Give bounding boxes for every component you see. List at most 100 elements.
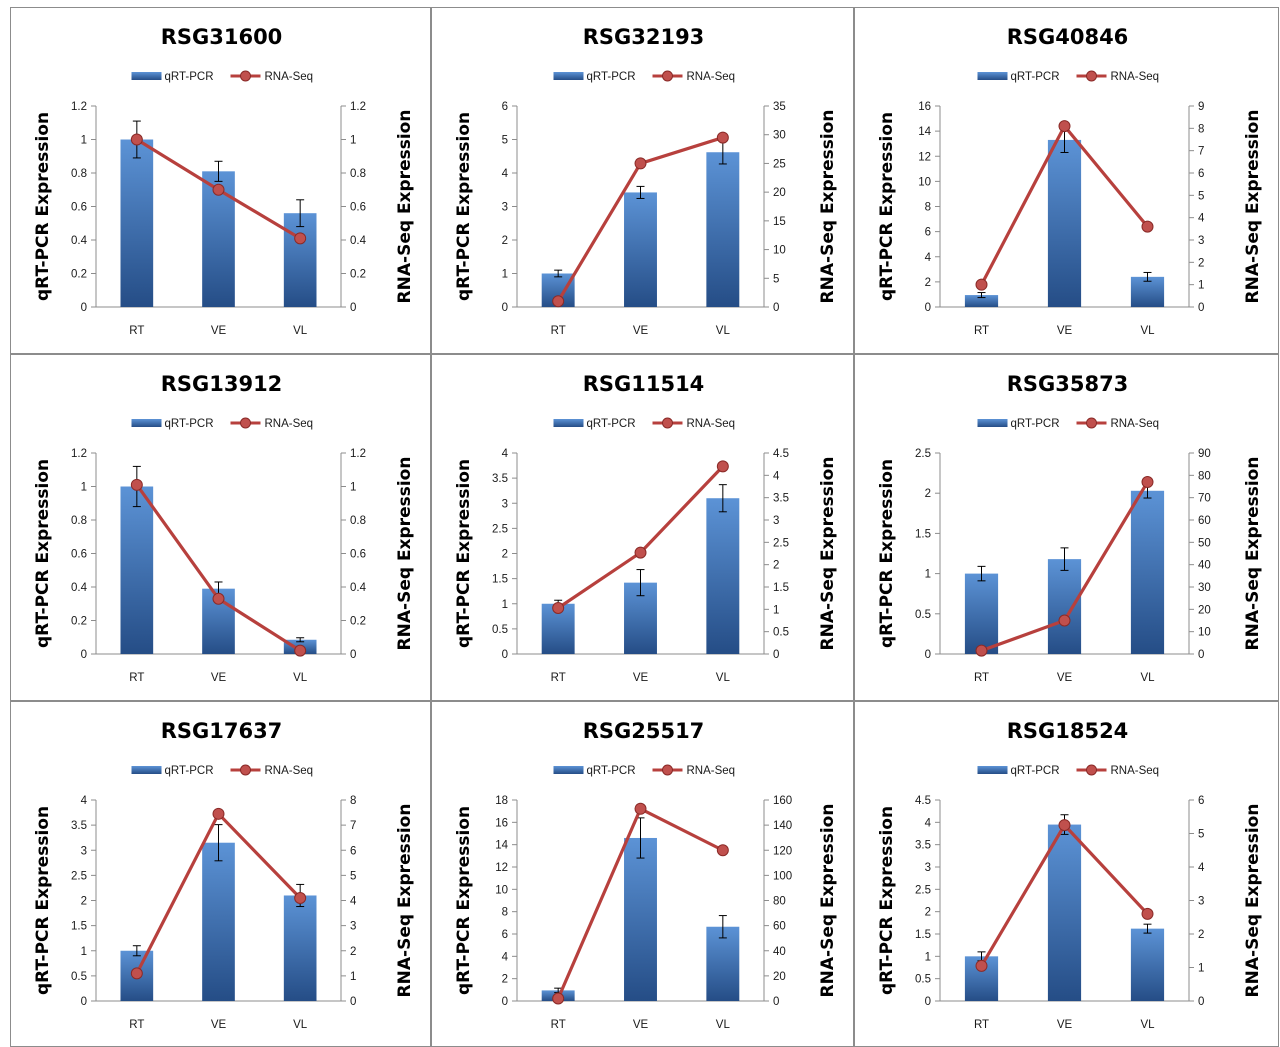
y2-axis-title: RNA-Seq Expression	[818, 804, 838, 998]
chart-title: RSG17637	[161, 719, 283, 743]
y-axis-title: qRT-PCR Expression	[33, 806, 53, 995]
legend-label-qrt-pcr: qRT-PCR	[1011, 418, 1060, 430]
right-tick-label: 6	[1198, 795, 1204, 807]
chart-svg: RSG31600 qRT-PCR RNA-Seq 0 0.2 0.4 0.6 0.8 1 1.2 0…	[33, 25, 415, 337]
right-tick-label: 8	[350, 795, 356, 807]
y-axis-title: qRT-PCR Expression	[454, 112, 474, 301]
left-tick-label: 1	[81, 946, 87, 958]
left-tick-label: 2	[502, 974, 508, 986]
right-tick-label: 3	[1198, 896, 1204, 908]
left-tick-label: 0.2	[71, 616, 87, 628]
left-tick-label: 2	[502, 235, 508, 247]
point-rna-seq	[975, 278, 988, 291]
left-tick-label: 12	[495, 862, 508, 874]
right-tick-label: 4	[1198, 862, 1205, 874]
left-tick-label: 1.5	[492, 574, 508, 586]
error-bar	[296, 199, 305, 228]
category-label: VE	[633, 325, 649, 337]
left-tick-label: 4	[81, 795, 88, 807]
left-tick-label: 3	[925, 862, 931, 874]
left-tick-label: 6	[502, 101, 508, 113]
right-tick-label: 0	[350, 649, 356, 661]
error-bar	[1143, 923, 1152, 934]
right-tick-label: 20	[1198, 604, 1211, 616]
right-tick-label: 2	[350, 946, 356, 958]
right-tick-label: 0.4	[350, 235, 367, 247]
category-label: RT	[974, 325, 989, 337]
left-tick-label: 3	[502, 498, 508, 510]
right-tick-label: 3.5	[773, 493, 789, 505]
y-axis-title: qRT-PCR Expression	[454, 459, 474, 648]
right-tick-label: 90	[1198, 448, 1211, 460]
right-tick-label: 1.2	[350, 101, 366, 113]
right-tick-label: 20	[773, 971, 786, 983]
left-tick-label: 1	[81, 482, 87, 494]
chart-svg: RSG35873 qRT-PCR RNA-Seq 0 0.5 1 1.5 2 2.5 0 10 20 3…	[877, 372, 1263, 684]
chart-title: RSG13912	[161, 372, 283, 396]
error-bar	[1143, 271, 1152, 282]
point-rna-seq	[1141, 907, 1154, 920]
category-label: VL	[1140, 1019, 1155, 1031]
right-tick-label: 30	[773, 130, 786, 142]
left-tick-label: 0	[925, 302, 931, 314]
category-label: VE	[1057, 325, 1073, 337]
left-tick-label: 3.5	[492, 473, 508, 485]
point-rna-seq	[716, 844, 729, 857]
chart-svg: RSG11514 qRT-PCR RNA-Seq 0 0.5 1 1.5 2 2.5 3 3.5 4 0…	[454, 372, 838, 684]
right-tick-label: 5	[773, 273, 779, 285]
right-tick-label: 0	[1198, 996, 1204, 1008]
legend-label-rna-seq: RNA-Seq	[265, 765, 314, 777]
left-tick-label: 3	[502, 202, 508, 214]
legend-marker-rna-seq	[240, 417, 251, 429]
right-tick-label: 4	[350, 896, 357, 908]
point-rna-seq	[975, 644, 988, 657]
right-tick-label: 1	[350, 135, 356, 147]
y2-axis-title: RNA-Seq Expression	[1243, 804, 1263, 998]
right-tick-label: 0.5	[773, 627, 789, 639]
right-tick-label: 60	[1198, 515, 1211, 527]
legend-label-rna-seq: RNA-Seq	[1111, 71, 1160, 83]
left-tick-label: 2.5	[915, 448, 931, 460]
category-label: VL	[716, 672, 731, 684]
right-tick-label: 0	[1198, 302, 1204, 314]
bar-qrt-pcr	[1130, 490, 1165, 654]
right-tick-label: 15	[773, 216, 786, 228]
legend: qRT-PCR RNA-Seq	[977, 417, 1159, 430]
error-bar	[977, 292, 986, 299]
legend: qRT-PCR RNA-Seq	[131, 70, 313, 83]
right-tick-label: 0	[350, 996, 356, 1008]
right-tick-label: 160	[773, 795, 792, 807]
point-rna-seq	[130, 133, 143, 146]
legend-label-rna-seq: RNA-Seq	[687, 418, 736, 430]
legend-marker-rna-seq	[662, 764, 673, 776]
chart-panel-rsg35873: RSG35873 qRT-PCR RNA-Seq 0 0.5 1 1.5 2 2.5 0 10 20 3…	[854, 354, 1279, 701]
right-tick-label: 0.8	[350, 168, 366, 180]
left-tick-label: 1.5	[915, 528, 931, 540]
point-rna-seq	[634, 546, 647, 559]
right-tick-label: 3	[773, 515, 779, 527]
right-tick-label: 0	[1198, 649, 1204, 661]
right-tick-label: 0	[773, 996, 779, 1008]
chart-panel-rsg25517: RSG25517 qRT-PCR RNA-Seq 0 2 4 6 8 10 12 14 16 18 0 20…	[431, 701, 854, 1047]
legend-marker-rna-seq	[1086, 70, 1097, 82]
right-tick-label: 0	[773, 649, 779, 661]
left-tick-label: 8	[502, 907, 508, 919]
category-label: VE	[211, 672, 227, 684]
left-tick-label: 2.5	[915, 884, 931, 896]
legend-label-qrt-pcr: qRT-PCR	[587, 418, 636, 430]
category-label: VL	[293, 672, 308, 684]
bar-qrt-pcr	[706, 152, 740, 307]
right-tick-label: 1.5	[773, 582, 789, 594]
left-tick-label: 0.6	[71, 549, 87, 561]
left-tick-label: 1	[502, 269, 508, 281]
left-tick-label: 10	[918, 176, 931, 188]
chart-svg: RSG17637 qRT-PCR RNA-Seq 0 0.5 1 1.5 2 2.5 3 3.5 4 0…	[33, 719, 415, 1031]
right-tick-label: 35	[773, 101, 786, 113]
bar-qrt-pcr	[1047, 824, 1082, 1001]
right-tick-label: 120	[773, 845, 792, 857]
category-label: VE	[211, 325, 227, 337]
right-tick-label: 10	[773, 245, 786, 257]
left-tick-label: 0.6	[71, 202, 87, 214]
point-rna-seq	[716, 131, 729, 144]
bar-qrt-pcr	[202, 842, 235, 1001]
